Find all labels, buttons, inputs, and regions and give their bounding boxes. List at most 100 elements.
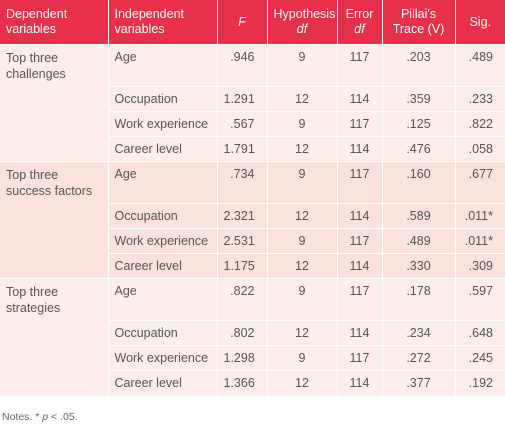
hypothesis-df-cell: 9: [267, 228, 338, 254]
hypothesis-df-cell: 12: [267, 370, 338, 396]
f-value-cell: 2.531: [217, 228, 268, 254]
sig-cell: .233: [455, 86, 505, 112]
notes-suffix: < .05.: [48, 411, 78, 423]
error-df-cell: 117: [337, 345, 383, 371]
independent-variable-cell: Age: [108, 44, 218, 87]
sig-cell: .058: [455, 136, 505, 162]
header-dependent-line1: Dependent: [6, 7, 68, 21]
sig-cell: .489: [455, 44, 505, 87]
table-row: Occupation .802 12 114.234.648: [0, 320, 505, 346]
header-independent-line1: Independent: [114, 7, 185, 21]
dependent-variable-cell: Top three success factors: [0, 161, 109, 279]
error-df-cell: 114: [337, 203, 383, 229]
table-row: Occupation 1.291 12 114.359.233: [0, 86, 505, 112]
error-df-cell: 117: [337, 44, 383, 87]
sig-cell: .011*: [455, 228, 505, 254]
f-value-cell: 1.791: [217, 136, 268, 162]
f-value-cell: .802: [217, 320, 268, 346]
sig-cell: .309: [455, 253, 505, 279]
header-dependent-variables: Dependent variables: [0, 0, 109, 45]
table-body: Top three challenges Age .946 9 117.203.489 O…: [0, 44, 505, 396]
header-sig: Sig.: [455, 0, 505, 45]
table-row: Career level 1.175 12 114.330.309: [0, 253, 505, 279]
error-df-cell: 114: [337, 253, 383, 279]
independent-variable-cell: Occupation: [108, 203, 218, 229]
table-row: Top three success factors Age .734 9 117.160…: [0, 161, 505, 279]
header-row: Dependent variables Independent variable…: [0, 0, 505, 45]
table-notes: Notes. * p < .05.: [2, 411, 78, 423]
hypothesis-df-cell: 12: [267, 320, 338, 346]
header-pillai-line2: Trace (V): [392, 22, 445, 36]
pillais-trace-cell: .330: [382, 253, 456, 279]
independent-variable-cell: Work experience: [108, 111, 218, 137]
hypothesis-df-cell: 12: [267, 253, 338, 279]
pillais-trace-cell: .178: [382, 278, 456, 321]
header-error-df: Error df: [337, 0, 383, 45]
table-header: Dependent variables Independent variable…: [0, 0, 505, 45]
header-hypothesis-line2: df: [296, 22, 308, 36]
sig-cell: .677: [455, 161, 505, 204]
header-error-line1: Error: [345, 7, 374, 21]
error-df-cell: 117: [337, 278, 383, 321]
f-value-cell: .567: [217, 111, 268, 137]
independent-variable-cell: Work experience: [108, 345, 218, 371]
pillais-trace-cell: .272: [382, 345, 456, 371]
error-df-cell: 114: [337, 320, 383, 346]
table-row: Work experience 2.531 9 117.489.011*: [0, 228, 505, 254]
hypothesis-df-cell: 9: [267, 278, 338, 321]
independent-variable-cell: Age: [108, 278, 218, 321]
pillais-trace-cell: .160: [382, 161, 456, 204]
header-pillais-trace: Pillai's Trace (V): [382, 0, 456, 45]
header-f-label: F: [238, 14, 246, 29]
table-row: Top three strategies Age .822 9 117.178.597: [0, 278, 505, 396]
table-row: Career level 1.791 12 114.476.058: [0, 136, 505, 162]
header-hypothesis-line1: Hypothesis: [273, 7, 336, 21]
header-independent-line2: variables: [114, 22, 165, 36]
pillais-trace-cell: .359: [382, 86, 456, 112]
f-value-cell: 1.298: [217, 345, 268, 371]
hypothesis-df-cell: 9: [267, 44, 338, 87]
hypothesis-df-cell: 12: [267, 136, 338, 162]
pillais-trace-cell: .234: [382, 320, 456, 346]
f-value-cell: .822: [217, 278, 268, 321]
sig-cell: .597: [455, 278, 505, 321]
table-row: Work experience .567 9 117.125.822: [0, 111, 505, 137]
error-df-cell: 114: [337, 86, 383, 112]
independent-variable-cell: Occupation: [108, 320, 218, 346]
hypothesis-df-cell: 9: [267, 345, 338, 371]
pillais-trace-cell: .125: [382, 111, 456, 137]
header-error-line2: df: [354, 22, 365, 36]
pillais-trace-cell: .476: [382, 136, 456, 162]
manova-results-table: Dependent variables Independent variable…: [0, 0, 505, 396]
sig-cell: .192: [455, 370, 505, 396]
manova-results-table-wrap: Dependent variables Independent variable…: [0, 0, 505, 396]
pillais-trace-cell: .589: [382, 203, 456, 229]
hypothesis-df-cell: 9: [267, 161, 338, 204]
header-pillai-line1: Pillai's: [400, 7, 437, 21]
hypothesis-df-cell: 12: [267, 203, 338, 229]
f-value-cell: 1.175: [217, 253, 268, 279]
sig-cell: .648: [455, 320, 505, 346]
pillais-trace-cell: .377: [382, 370, 456, 396]
sig-cell: .011*: [455, 203, 505, 229]
f-value-cell: 1.366: [217, 370, 268, 396]
independent-variable-cell: Work experience: [108, 228, 218, 254]
error-df-cell: 117: [337, 161, 383, 204]
pillais-trace-cell: .489: [382, 228, 456, 254]
header-independent-variables: Independent variables: [108, 0, 218, 45]
notes-prefix: Notes. *: [2, 411, 43, 423]
pillais-trace-cell: .203: [382, 44, 456, 87]
header-sig-label: Sig.: [469, 14, 492, 29]
f-value-cell: 2.321: [217, 203, 268, 229]
table-row: Career level 1.366 12 114.377.192: [0, 370, 505, 396]
dependent-variable-cell: Top three challenges: [0, 44, 109, 162]
error-df-cell: 114: [337, 136, 383, 162]
header-dependent-line2: variables: [6, 22, 57, 36]
hypothesis-df-cell: 12: [267, 86, 338, 112]
error-df-cell: 114: [337, 370, 383, 396]
header-hypothesis-df: Hypothesis df: [267, 0, 338, 45]
f-value-cell: .946: [217, 44, 268, 87]
independent-variable-cell: Career level: [108, 253, 218, 279]
table-row: Work experience 1.298 9 117.272.245: [0, 345, 505, 371]
independent-variable-cell: Career level: [108, 370, 218, 396]
